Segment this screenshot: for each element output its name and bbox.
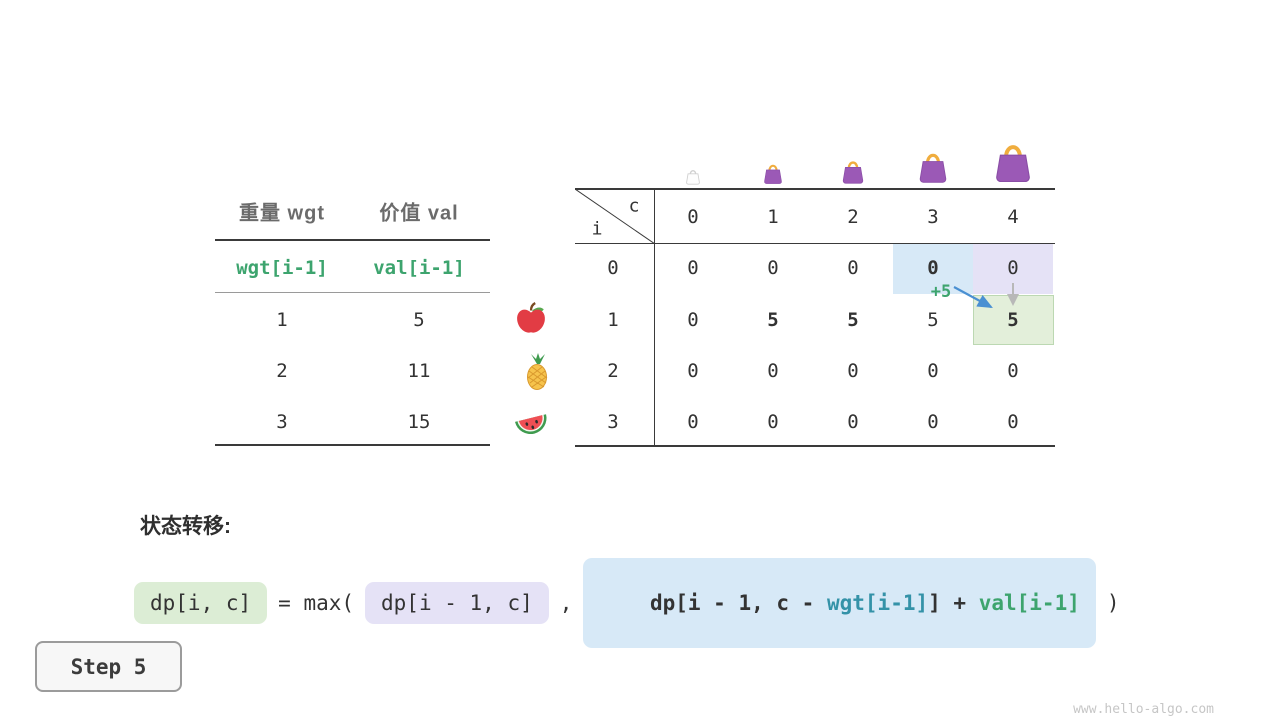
bag-icon-capacity-2 xyxy=(839,157,867,191)
formula-comma: , xyxy=(559,591,573,615)
item-weight: 3 xyxy=(276,411,288,433)
watermark: www.hello-algo.com xyxy=(1073,702,1214,717)
source-cell-highlight-blue xyxy=(893,244,973,294)
plus-value-annotation: +5 xyxy=(930,282,952,302)
dp-cell: 0 xyxy=(767,257,779,279)
dp-cell: 5 xyxy=(847,309,859,331)
formula-arg1-box: dp[i - 1, c] xyxy=(365,582,549,624)
transition-label: 状态转移: xyxy=(140,515,231,538)
pineapple-icon xyxy=(521,352,553,397)
wgt-formula-cell: wgt[i-1] xyxy=(236,257,328,279)
dp-cell: 5 xyxy=(927,309,939,331)
corner-col-label: c xyxy=(628,195,640,217)
value-column-header: 价值 val xyxy=(379,202,459,225)
dp-cell-pending: 0 xyxy=(767,411,779,433)
dp-cell: 0 xyxy=(687,309,699,331)
formula-close-paren: ) xyxy=(1106,591,1120,615)
inherit-arrow-icon xyxy=(1007,283,1019,306)
row-header: 2 xyxy=(607,360,619,382)
row-header: 3 xyxy=(607,411,619,433)
dp-cell: 0 xyxy=(687,411,699,433)
corner-row-label: i xyxy=(591,218,603,240)
dp-cell: 5 xyxy=(767,309,779,331)
formula-arg2-box: dp[i - 1, c - wgt[i-1]] + val[i-1] xyxy=(583,558,1096,648)
transition-formula: dp[i, c] = max( dp[i - 1, c] , dp[i - 1,… xyxy=(134,558,1131,648)
watermelon-icon xyxy=(512,406,550,443)
formula-arg2-mid: ] + xyxy=(928,591,979,615)
dp-cell: 0 xyxy=(687,257,699,279)
apple-icon xyxy=(514,302,548,341)
dp-cell: 0 xyxy=(847,257,859,279)
col-header: 2 xyxy=(847,206,859,228)
dp-rule-vertical xyxy=(654,188,655,446)
dp-cell-pending: 0 xyxy=(767,360,779,382)
formula-lhs-box: dp[i, c] xyxy=(134,582,268,624)
dp-cell-pending: 0 xyxy=(927,360,939,382)
formula-arg2-wgt: wgt[i-1] xyxy=(826,591,929,615)
table-rule-mid xyxy=(215,292,490,293)
formula-arg2-val: val[i-1] xyxy=(978,591,1080,615)
bag-icon-capacity-4 xyxy=(990,138,1036,191)
col-header: 4 xyxy=(1007,206,1019,228)
dp-cell-target: 5 xyxy=(1007,309,1019,331)
dp-cell-pending: 0 xyxy=(1007,360,1019,382)
table-rule-top xyxy=(215,239,490,241)
dp-cell-pending: 0 xyxy=(1007,411,1019,433)
bag-icon-capacity-0 xyxy=(684,167,702,191)
item-value: 15 xyxy=(407,411,431,433)
val-formula-cell: val[i-1] xyxy=(373,257,465,279)
col-header: 3 xyxy=(927,206,939,228)
dp-cell-pending: 0 xyxy=(847,411,859,433)
row-header: 0 xyxy=(607,257,619,279)
table-rule-bottom xyxy=(215,444,490,446)
bag-icon-capacity-1 xyxy=(761,161,785,191)
dp-cell-source-skip: 0 xyxy=(1007,257,1019,279)
item-value: 5 xyxy=(413,309,425,331)
step-badge: Step 5 xyxy=(35,641,182,692)
formula-equals-max: = max( xyxy=(278,591,355,615)
formula-arg2-prefix: dp[i - 1, c - xyxy=(649,591,827,615)
dp-cell: 0 xyxy=(687,360,699,382)
dp-cell-source-take: 0 xyxy=(927,257,939,279)
col-header: 0 xyxy=(687,206,699,228)
dp-rule-header xyxy=(575,243,1055,244)
weight-column-header: 重量 wgt xyxy=(239,202,325,225)
item-weight: 2 xyxy=(276,360,288,382)
dp-cell-pending: 0 xyxy=(927,411,939,433)
dp-cell-pending: 0 xyxy=(847,360,859,382)
bag-icon-capacity-3 xyxy=(915,148,951,191)
corner-diagonal-line xyxy=(575,189,655,244)
col-header: 1 xyxy=(767,206,779,228)
transfer-arrow-icon xyxy=(953,286,993,309)
row-header: 1 xyxy=(607,309,619,331)
dp-rule-top xyxy=(575,188,1055,190)
dp-rule-bottom xyxy=(575,445,1055,447)
item-value: 11 xyxy=(407,360,431,382)
item-weight: 1 xyxy=(276,309,288,331)
